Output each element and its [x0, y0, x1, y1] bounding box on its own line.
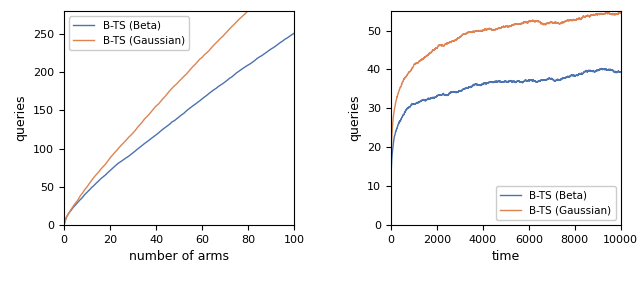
B-TS (Beta): [388, 157, 396, 160]
B-TS (Beta): [605, 68, 612, 71]
B-TS (Gaussian): [60, 223, 68, 226]
B-TS (Beta): [291, 32, 298, 35]
B-TS (Beta): [401, 111, 408, 115]
B-TS (Gaussian): [401, 77, 408, 80]
X-axis label: number of arms: number of arms: [129, 250, 229, 263]
B-TS (Gaussian): [605, 12, 612, 15]
B-TS (Beta): [198, 97, 206, 101]
B-TS (Gaussian): [617, 12, 625, 15]
B-TS (Beta): [60, 223, 68, 226]
B-TS (Gaussian): [388, 136, 396, 140]
B-TS (Beta): [233, 71, 241, 74]
B-TS (Beta): [221, 80, 229, 84]
Line: B-TS (Gaussian): B-TS (Gaussian): [391, 13, 621, 225]
B-TS (Gaussian): [198, 56, 206, 59]
B-TS (Gaussian): [387, 223, 395, 226]
Line: B-TS (Gaussian): B-TS (Gaussian): [64, 0, 294, 225]
B-TS (Beta): [499, 80, 507, 84]
Legend: B-TS (Beta), B-TS (Gaussian): B-TS (Beta), B-TS (Gaussian): [69, 17, 189, 50]
B-TS (Beta): [166, 122, 173, 126]
B-TS (Beta): [432, 95, 440, 99]
Line: B-TS (Beta): B-TS (Beta): [64, 33, 294, 225]
B-TS (Beta): [396, 119, 404, 123]
Legend: B-TS (Beta), B-TS (Gaussian): B-TS (Beta), B-TS (Gaussian): [496, 186, 616, 219]
Line: B-TS (Beta): B-TS (Beta): [391, 69, 621, 225]
Y-axis label: queries: queries: [15, 95, 28, 141]
B-TS (Gaussian): [616, 11, 623, 15]
B-TS (Gaussian): [432, 46, 440, 49]
B-TS (Gaussian): [233, 20, 241, 24]
B-TS (Beta): [617, 70, 625, 74]
B-TS (Beta): [597, 67, 605, 70]
Y-axis label: queries: queries: [348, 95, 362, 141]
B-TS (Beta): [387, 223, 395, 226]
B-TS (Gaussian): [396, 86, 404, 89]
X-axis label: time: time: [492, 250, 520, 263]
B-TS (Gaussian): [118, 143, 125, 147]
B-TS (Beta): [76, 198, 84, 201]
B-TS (Gaussian): [221, 32, 229, 35]
B-TS (Gaussian): [76, 194, 84, 198]
B-TS (Gaussian): [499, 25, 507, 29]
B-TS (Beta): [118, 159, 125, 163]
B-TS (Gaussian): [166, 89, 173, 92]
